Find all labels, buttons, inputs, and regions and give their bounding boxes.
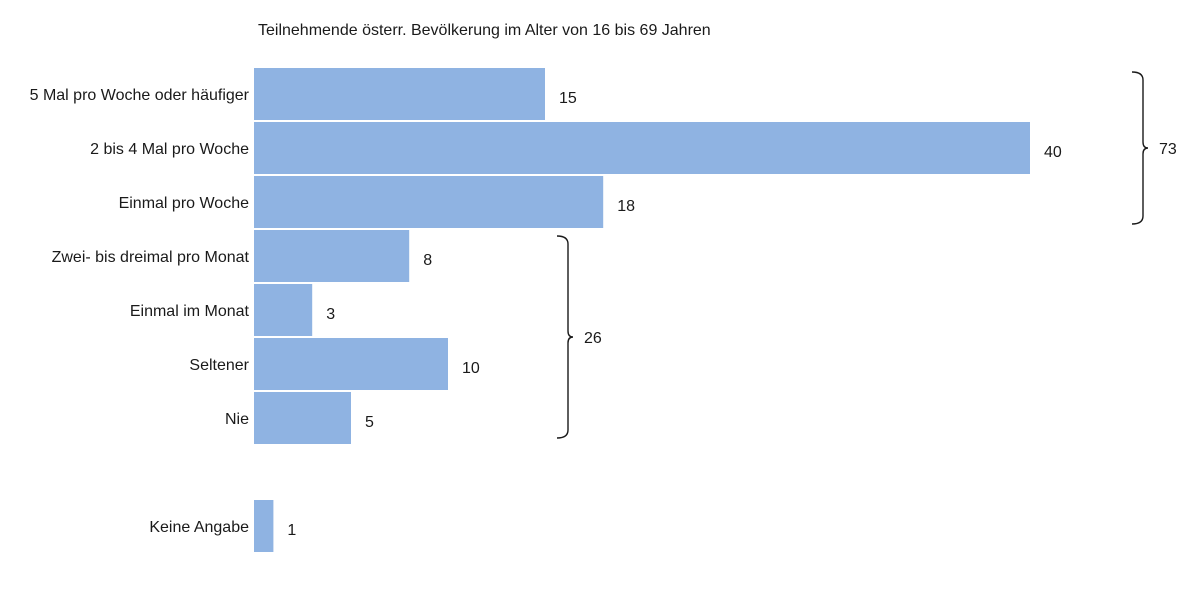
bar (254, 392, 351, 444)
category-label: Nie (225, 411, 249, 428)
bracket-total-label: 26 (584, 330, 602, 347)
value-label: 8 (423, 252, 432, 269)
category-label: Einmal im Monat (130, 303, 250, 320)
bracket-total-label: 73 (1159, 141, 1177, 158)
value-label: 1 (287, 522, 296, 539)
value-label: 3 (326, 306, 335, 323)
value-label: 5 (365, 414, 374, 431)
value-label: 15 (559, 90, 577, 107)
bracket (1131, 71, 1149, 225)
bar (254, 500, 274, 552)
value-label: 10 (462, 360, 480, 377)
bar (254, 284, 313, 336)
bar (254, 122, 1030, 174)
category-label: Seltener (189, 357, 249, 374)
category-label: Einmal pro Woche (119, 195, 250, 212)
value-label: 18 (617, 198, 635, 215)
chart-title: Teilnehmende österr. Bevölkerung im Alte… (258, 22, 711, 39)
category-label: 2 bis 4 Mal pro Woche (90, 141, 249, 158)
bar (254, 230, 410, 282)
bracket (556, 235, 574, 439)
category-label: Keine Angabe (149, 519, 249, 536)
category-label: Zwei- bis dreimal pro Monat (52, 249, 250, 266)
bar (254, 68, 545, 120)
category-label: 5 Mal pro Woche oder häufiger (30, 87, 250, 104)
bar (254, 338, 448, 390)
bar (254, 176, 604, 228)
value-label: 40 (1044, 144, 1062, 161)
